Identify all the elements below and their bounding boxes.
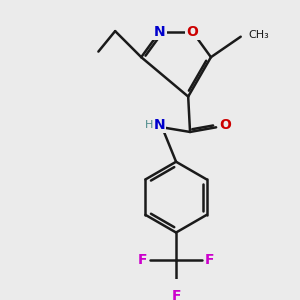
Text: O: O [220, 118, 231, 132]
Text: H: H [145, 120, 153, 130]
Text: N: N [154, 118, 165, 132]
Text: F: F [205, 254, 214, 268]
Text: F: F [171, 289, 181, 300]
Text: N: N [154, 25, 165, 39]
Text: CH₃: CH₃ [248, 30, 269, 40]
Text: O: O [187, 25, 199, 39]
Text: F: F [138, 254, 147, 268]
